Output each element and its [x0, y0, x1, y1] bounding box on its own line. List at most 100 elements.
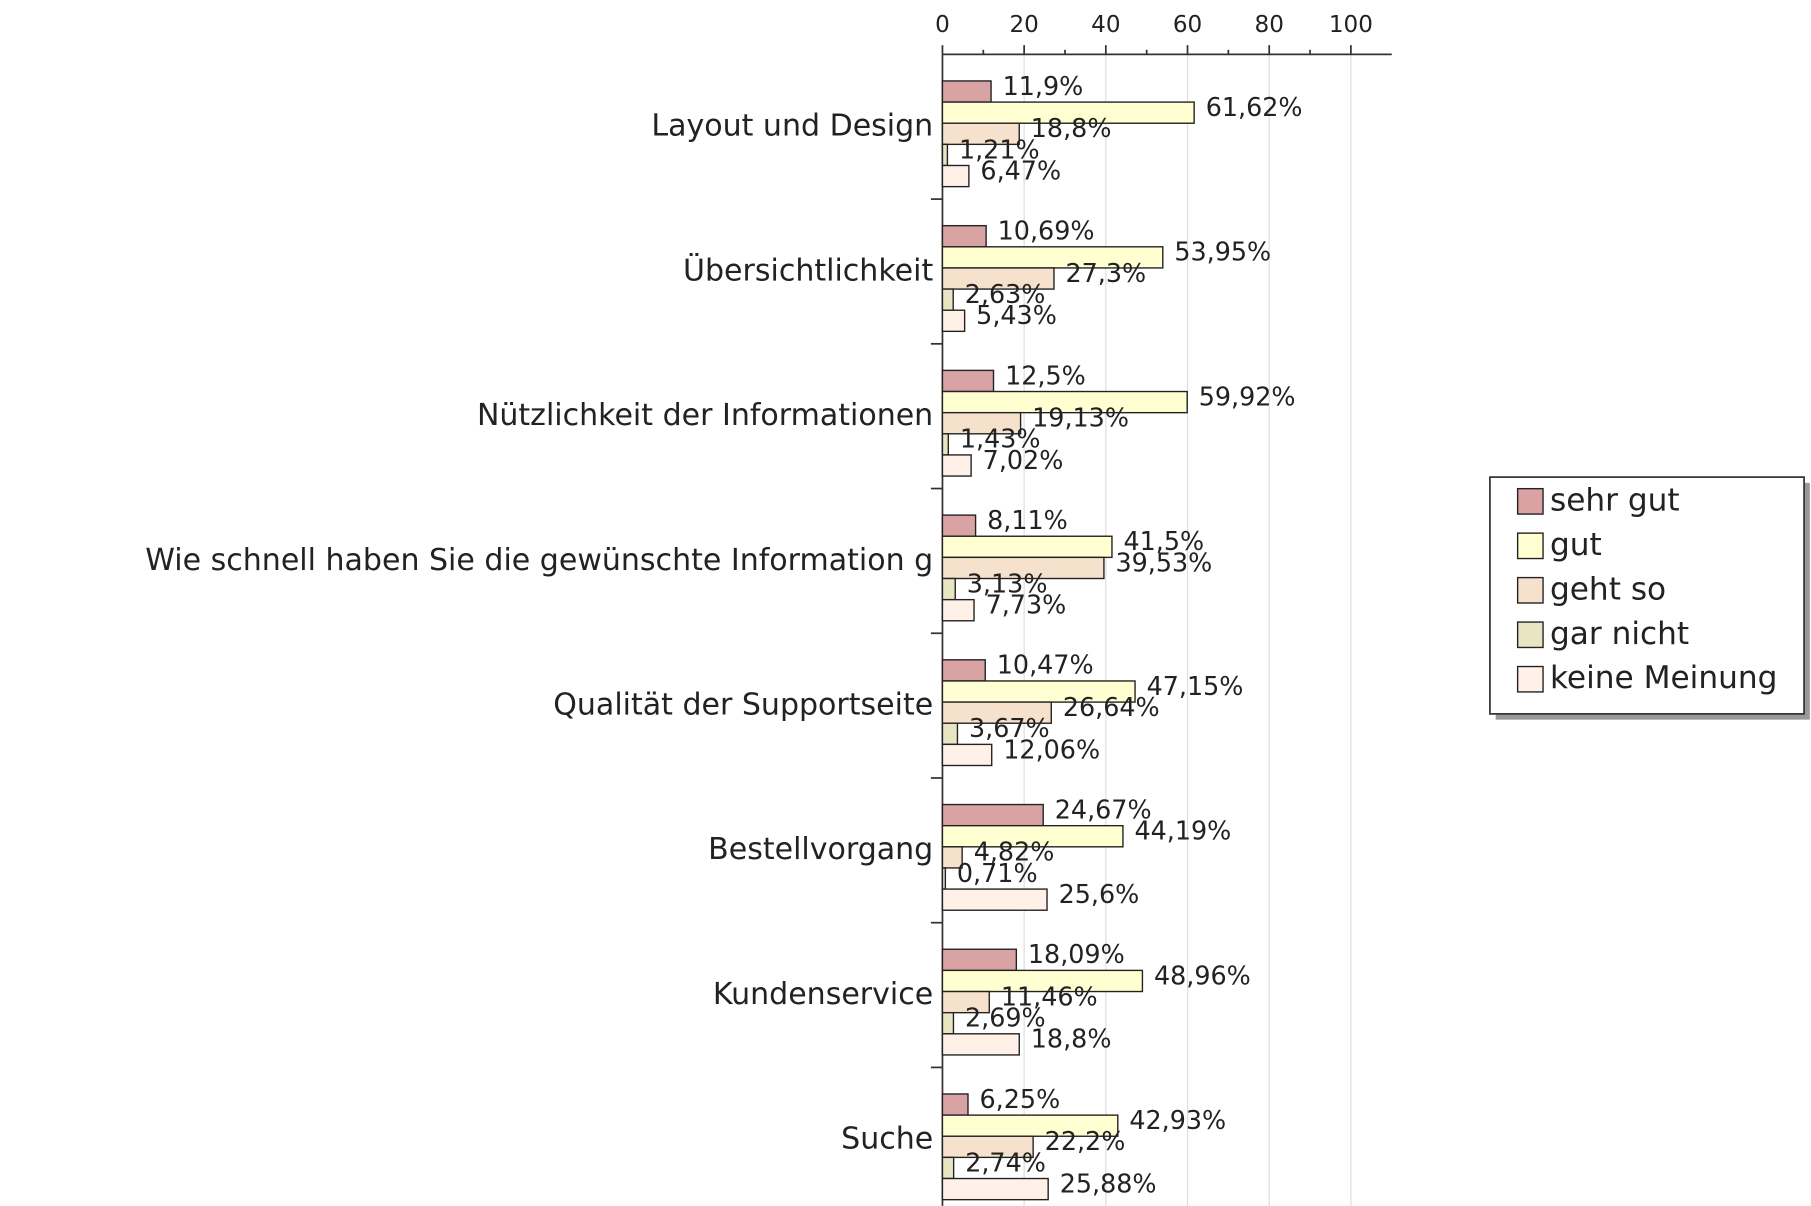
value-label: 42,93%: [1129, 1105, 1226, 1135]
value-label: 10,47%: [997, 650, 1094, 680]
legend-swatch: [1516, 576, 1544, 604]
bar: [941, 535, 1113, 559]
bar: [941, 577, 956, 601]
bar: [941, 309, 966, 333]
bar: [941, 122, 1020, 146]
value-label: 7,73%: [986, 590, 1067, 620]
value-label: 11,46%: [1001, 981, 1098, 1011]
value-label: 6,25%: [980, 1084, 1061, 1114]
legend-swatch: [1516, 487, 1544, 515]
bar: [941, 598, 975, 622]
bar: [941, 164, 970, 188]
bar: [941, 1135, 1034, 1159]
value-label: 18,09%: [1028, 939, 1125, 969]
value-label: 2,63%: [965, 279, 1046, 309]
value-label: 11,9%: [1003, 71, 1084, 101]
y-tick-label: Wie schnell haben Sie die gewünschte Inf…: [145, 543, 933, 578]
bar: [941, 267, 1055, 290]
value-label: 5,43%: [976, 300, 1057, 330]
bar: [941, 1093, 969, 1116]
legend-label: keine Meinung: [1550, 660, 1777, 696]
x-tick-label: 0: [935, 12, 950, 38]
bar: [941, 824, 1124, 848]
bar: [941, 846, 963, 869]
bar: [941, 1156, 955, 1180]
bar: [941, 514, 977, 537]
y-tick-label: Kundenservice: [713, 977, 933, 1012]
bar: [941, 454, 972, 477]
bar: [941, 701, 1052, 724]
value-label: 18,8%: [1031, 113, 1112, 143]
bar: [941, 948, 1018, 972]
y-tick-label: Nützlichkeit der Informationen: [477, 398, 933, 433]
value-label: 1,43%: [960, 424, 1041, 454]
value-label: 48,96%: [1154, 960, 1251, 990]
bar: [941, 390, 1188, 414]
value-label: 47,15%: [1147, 671, 1244, 701]
bar: [941, 369, 995, 393]
bar: [941, 969, 1144, 993]
value-label: 24,67%: [1055, 794, 1152, 824]
y-tick-label: Übersichtlichkeit: [683, 251, 933, 288]
value-label: 41,5%: [1124, 526, 1205, 556]
value-label: 12,06%: [1003, 734, 1100, 764]
value-label: 4,82%: [974, 837, 1055, 867]
bar: [941, 888, 1048, 911]
bar: [941, 143, 949, 167]
bar: [941, 101, 1195, 124]
legend-label: gar nicht: [1550, 616, 1689, 652]
value-label: 44,19%: [1134, 816, 1231, 846]
value-label: 39,53%: [1115, 547, 1212, 577]
bar: [941, 990, 990, 1014]
bar: [941, 1033, 1020, 1056]
value-label: 59,92%: [1199, 381, 1296, 411]
value-label: 53,95%: [1174, 237, 1271, 267]
x-tick-label: 60: [1173, 12, 1202, 38]
value-label: 1,21%: [959, 134, 1040, 164]
value-label: 18,8%: [1031, 1024, 1112, 1054]
legend-swatch: [1516, 621, 1544, 649]
bar: [941, 743, 993, 767]
value-label: 7,02%: [983, 445, 1064, 475]
value-label: 10,69%: [998, 216, 1095, 246]
value-label: 2,74%: [965, 1147, 1046, 1177]
value-label: 12,5%: [1005, 360, 1086, 390]
value-label: 19,13%: [1032, 403, 1129, 433]
bar: [941, 659, 986, 682]
bar: [941, 1177, 1049, 1201]
legend-label: geht so: [1550, 571, 1666, 607]
y-tick-label: Bestellvorgang: [708, 832, 933, 867]
bar: [941, 556, 1105, 580]
legend-swatch: [1516, 532, 1544, 560]
x-tick-label: 40: [1091, 12, 1120, 38]
bar: [941, 288, 954, 311]
bar: [941, 411, 1022, 435]
x-tick-label: 80: [1255, 12, 1284, 38]
bar: [941, 1011, 955, 1035]
value-label: 2,69%: [965, 1003, 1046, 1033]
value-label: 25,88%: [1060, 1168, 1157, 1198]
value-label: 3,67%: [969, 713, 1050, 743]
value-label: 22,2%: [1045, 1126, 1126, 1156]
value-label: 61,62%: [1206, 92, 1303, 122]
bar: [941, 803, 1044, 827]
value-label: 27,3%: [1066, 258, 1147, 288]
x-tick-label: 20: [1009, 12, 1038, 38]
bar: [941, 867, 947, 890]
bar: [941, 80, 992, 103]
y-tick-label: Qualität der Supportseite: [553, 688, 933, 723]
x-tick-label: 100: [1329, 12, 1373, 38]
y-tick-label: Layout und Design: [651, 109, 933, 144]
legend-label: gut: [1550, 527, 1602, 563]
y-tick-label: Suche: [841, 1122, 933, 1157]
bar: [941, 722, 959, 746]
value-label: 26,64%: [1063, 692, 1160, 722]
value-label: 8,11%: [987, 505, 1068, 535]
value-label: 0,71%: [957, 858, 1038, 888]
legend-swatch: [1516, 665, 1544, 693]
value-label: 25,6%: [1059, 879, 1140, 909]
bar: [941, 433, 949, 456]
value-label: 6,47%: [980, 155, 1061, 185]
